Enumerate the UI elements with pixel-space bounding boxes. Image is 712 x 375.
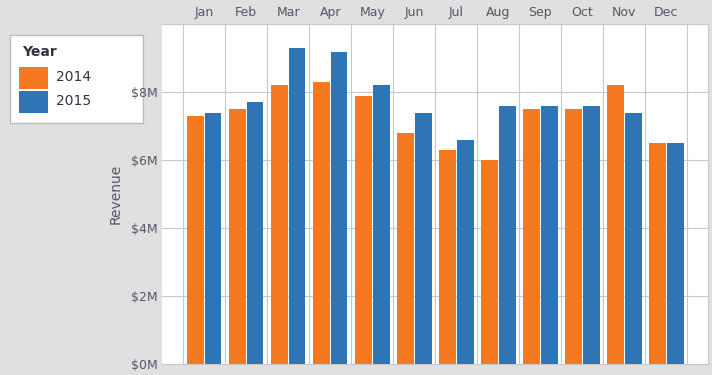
Bar <box>667 143 684 364</box>
Bar <box>523 109 540 364</box>
Bar <box>229 109 246 364</box>
Bar <box>372 86 389 364</box>
Text: 2014: 2014 <box>56 70 91 84</box>
Bar <box>607 86 624 364</box>
Bar <box>330 51 347 364</box>
Bar <box>583 106 600 364</box>
Bar <box>204 112 221 364</box>
Bar <box>456 140 473 364</box>
FancyBboxPatch shape <box>10 34 143 123</box>
Bar <box>271 86 288 364</box>
Bar <box>498 106 515 364</box>
Bar <box>540 106 557 364</box>
Bar <box>414 112 431 364</box>
Bar <box>313 82 330 364</box>
Bar <box>246 102 263 364</box>
Bar <box>187 116 204 364</box>
Bar <box>439 150 456 364</box>
Text: 2015: 2015 <box>56 94 91 108</box>
Bar <box>19 90 48 112</box>
Bar <box>481 160 498 364</box>
Bar <box>397 133 414 364</box>
Bar <box>288 48 305 364</box>
Bar <box>625 112 642 364</box>
Bar <box>565 109 582 364</box>
Y-axis label: Revenue: Revenue <box>108 164 122 224</box>
Bar <box>19 67 48 89</box>
Text: Year: Year <box>23 45 58 59</box>
Bar <box>649 143 666 364</box>
Bar <box>355 96 372 364</box>
